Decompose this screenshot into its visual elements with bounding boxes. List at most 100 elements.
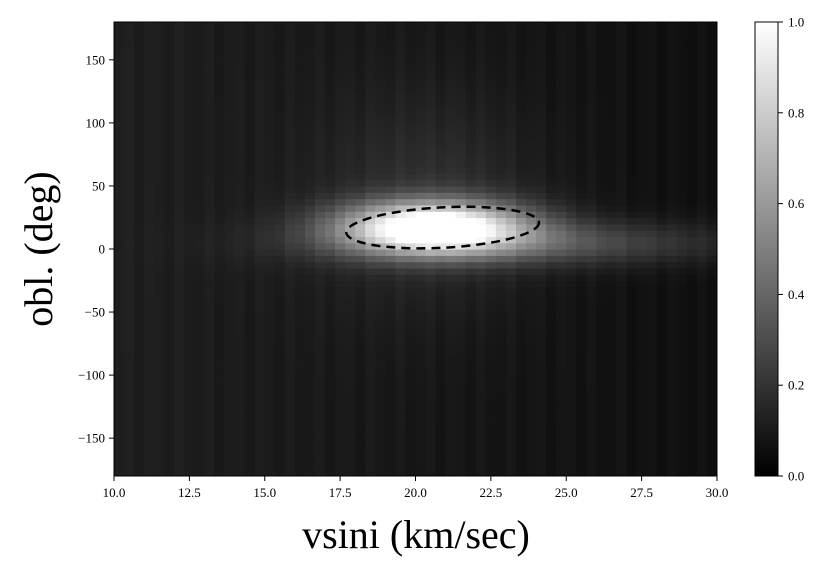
heatmap-cell — [586, 249, 597, 256]
heatmap-cell — [345, 66, 356, 74]
heatmap-cell — [335, 47, 346, 55]
heatmap-cell — [365, 394, 376, 401]
heatmap-cell — [626, 173, 638, 181]
heatmap-cell — [666, 312, 678, 319]
heatmap-cell — [335, 148, 346, 156]
heatmap-cell — [415, 85, 427, 92]
heatmap-cell — [124, 412, 135, 420]
heatmap-cell — [234, 469, 246, 476]
heatmap-cell — [405, 59, 417, 67]
heatmap-cell — [586, 274, 597, 282]
heatmap-cell — [134, 53, 145, 61]
heatmap-cell — [375, 469, 386, 476]
heatmap-cell — [244, 103, 256, 111]
heatmap-cell — [485, 148, 497, 156]
heatmap-cell — [546, 78, 557, 86]
heatmap-cell — [244, 211, 256, 219]
heatmap-cell — [204, 59, 216, 67]
heatmap-cell — [194, 135, 206, 143]
heatmap-cell — [264, 469, 276, 476]
heatmap-cell — [134, 59, 145, 67]
heatmap-cell — [676, 179, 688, 187]
heatmap-cell — [304, 438, 316, 446]
heatmap-cell — [576, 394, 587, 401]
heatmap-cell — [566, 217, 577, 225]
heatmap-cell — [214, 375, 226, 383]
heatmap-cell — [606, 343, 618, 351]
heatmap-cell — [516, 299, 527, 307]
heatmap-cell — [304, 299, 316, 307]
heatmap-cell — [606, 280, 618, 288]
heatmap-cell — [405, 356, 417, 364]
heatmap-cell — [616, 66, 628, 74]
heatmap-cell — [696, 349, 708, 357]
heatmap-cell — [345, 198, 356, 206]
heatmap-cell — [455, 469, 467, 476]
heatmap-cell — [325, 66, 336, 74]
heatmap-cell — [395, 381, 407, 389]
heatmap-cell — [395, 236, 407, 244]
heatmap-cell — [244, 154, 256, 162]
heatmap-cell — [435, 242, 447, 250]
heatmap-cell — [124, 438, 135, 446]
heatmap-cell — [636, 236, 648, 244]
heatmap-cell — [204, 318, 216, 326]
heatmap-cell — [405, 129, 417, 137]
heatmap-cell — [435, 349, 447, 357]
heatmap-cell — [385, 438, 396, 446]
heatmap-cell — [505, 47, 517, 55]
heatmap-cell — [606, 59, 618, 67]
heatmap-cell — [445, 40, 457, 48]
heatmap-cell — [204, 293, 216, 301]
heatmap-cell — [154, 368, 165, 376]
heatmap-cell — [415, 469, 427, 476]
heatmap-cell — [144, 412, 155, 420]
heatmap-cell — [465, 450, 477, 458]
heatmap-cell — [254, 394, 266, 401]
heatmap-cell — [616, 85, 628, 92]
heatmap-cell — [546, 337, 557, 345]
heatmap-cell — [184, 293, 195, 301]
heatmap-cell — [676, 412, 688, 420]
heatmap-cell — [536, 362, 547, 370]
heatmap-cell — [536, 40, 547, 48]
heatmap-cell — [556, 274, 567, 282]
heatmap-cell — [465, 160, 477, 168]
heatmap-cell — [274, 40, 286, 48]
heatmap-cell — [194, 122, 206, 130]
heatmap-cell — [134, 381, 145, 389]
heatmap-cell — [556, 53, 567, 61]
heatmap-cell — [596, 129, 608, 137]
heatmap-cell — [505, 141, 517, 149]
heatmap-cell — [636, 305, 648, 313]
heatmap-cell — [335, 211, 346, 219]
heatmap-cell — [214, 97, 226, 105]
heatmap-cell — [666, 34, 678, 42]
heatmap-cell — [696, 211, 708, 219]
heatmap-cell — [134, 148, 145, 156]
heatmap-cell — [355, 217, 366, 225]
heatmap-cell — [284, 236, 296, 244]
heatmap-cell — [325, 450, 336, 458]
heatmap-cell — [415, 28, 427, 36]
heatmap-cell — [485, 444, 497, 452]
heatmap-cell — [395, 419, 407, 427]
heatmap-cell — [385, 223, 396, 231]
heatmap-cell — [345, 412, 356, 420]
colorbar-tick-label: 0.6 — [788, 196, 805, 211]
heatmap-cell — [224, 362, 236, 370]
heatmap-cell — [194, 337, 206, 345]
heatmap-cell — [586, 381, 597, 389]
heatmap-cell — [596, 299, 608, 307]
heatmap-cell — [586, 318, 597, 326]
heatmap-cell — [495, 66, 507, 74]
heatmap-cell — [274, 438, 286, 446]
heatmap-cell — [154, 154, 165, 162]
heatmap-cell — [566, 198, 577, 206]
heatmap-cell — [315, 249, 326, 256]
heatmap-cell — [234, 463, 246, 471]
heatmap-cell — [536, 103, 547, 111]
heatmap-cell — [606, 160, 618, 168]
heatmap-cell — [546, 122, 557, 130]
heatmap-cell — [636, 267, 648, 275]
